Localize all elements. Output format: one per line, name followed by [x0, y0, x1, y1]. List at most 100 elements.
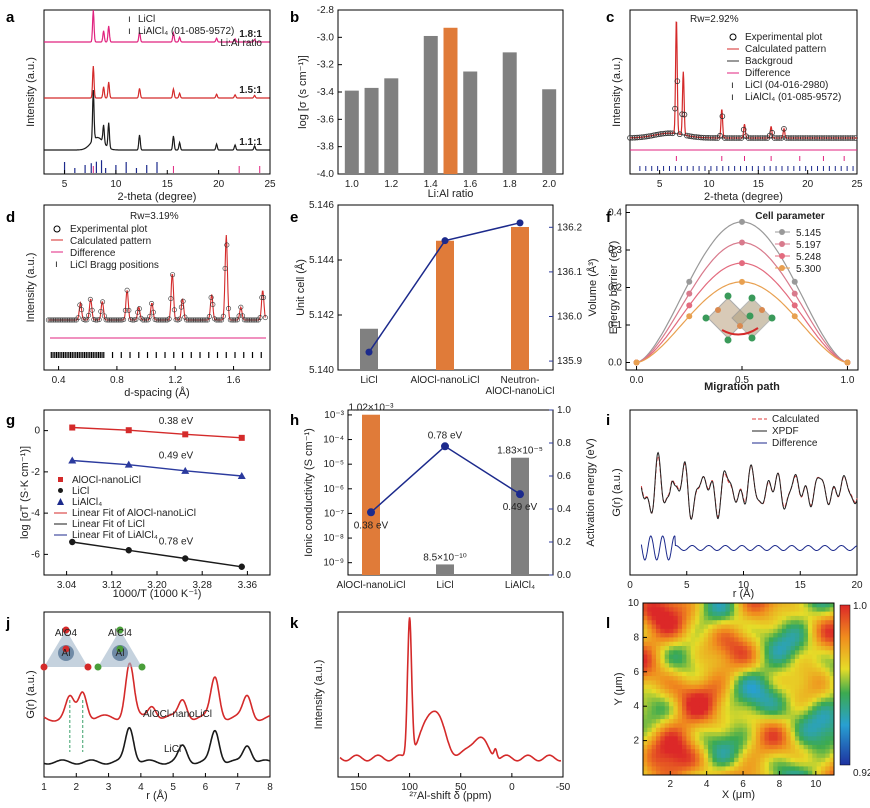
experimental-point	[180, 298, 186, 304]
bar-1.6	[463, 71, 478, 174]
legend-marker	[779, 265, 785, 271]
data-point	[237, 472, 246, 479]
ytick-label: 4	[633, 701, 639, 712]
experimental-point	[240, 313, 246, 319]
activation-energy-label: 0.78 eV	[159, 536, 194, 547]
panel-label-a: a	[6, 9, 15, 26]
experimental-point	[241, 317, 247, 323]
panel-j-frame	[43, 611, 271, 778]
experimental-point	[738, 135, 745, 141]
experimental-point	[63, 317, 69, 323]
volume-point	[516, 219, 524, 227]
legend-item: Backgroud	[745, 56, 793, 67]
series-point	[791, 313, 798, 320]
legend-item: LiCl	[138, 14, 155, 25]
experimental-point	[234, 317, 240, 323]
legend-item: LiAlCl₄ (01-085-9572)	[745, 92, 841, 103]
series-point	[844, 359, 851, 366]
y-axis-label: log [σ (s cm⁻¹)]	[297, 55, 309, 129]
legend-item: LiCl (04-016-2980)	[745, 80, 828, 91]
legend-marker: ı	[55, 259, 58, 270]
panel-label-b: b	[290, 9, 299, 26]
bar-AlOCl-nanoLiCl	[362, 414, 380, 575]
series-point	[791, 302, 798, 309]
bar-1.5	[443, 27, 458, 175]
series-point	[686, 278, 693, 285]
colorbar-min-label: 0.92	[853, 768, 870, 779]
legend-marker: ı	[731, 92, 734, 103]
legend-item: Experimental plot	[70, 224, 147, 235]
panel-g-xtick-label: 3.28	[192, 580, 212, 591]
panel-k-xtick-label: 100	[401, 782, 418, 793]
ytick-label: 0	[34, 426, 40, 437]
xtick-label: 1.6	[463, 179, 477, 190]
legend-marker: ı	[128, 14, 131, 25]
experimental-point	[222, 265, 228, 271]
series-point	[739, 260, 745, 267]
panel-k-frame	[337, 611, 564, 778]
ytick-label: 0.3	[608, 245, 622, 256]
experimental-point	[124, 287, 130, 293]
experimental-point	[213, 317, 219, 323]
y-axis-label: Ionic conductivity (S cm⁻¹)	[303, 428, 315, 557]
experimental-point	[194, 317, 200, 323]
ytick-label: 10	[628, 598, 640, 609]
series-point	[739, 278, 745, 285]
experimental-point	[79, 307, 85, 313]
series-point	[739, 218, 745, 225]
experimental-point	[45, 317, 51, 323]
data-point	[68, 456, 77, 464]
experimental-point	[257, 315, 263, 321]
legend-title: Li:Al ratio	[220, 38, 262, 49]
series-point	[686, 302, 693, 309]
activation-energy-label: 0.49 eV	[159, 451, 194, 462]
bar-value-label: 1.83×10⁻⁵	[497, 446, 543, 457]
series-label: AlOCl-nanoLiCl	[143, 709, 212, 720]
experimental-point	[86, 312, 92, 318]
xtick-label: AlOCl-nanoLiCl	[337, 580, 406, 591]
ytick-label: 8	[633, 632, 639, 643]
experimental-point	[262, 315, 268, 321]
panel-j-xtick-label: 3	[106, 782, 112, 793]
experimental-point	[156, 317, 162, 323]
series-line-LiCl	[43, 726, 271, 765]
experimental-point	[70, 317, 76, 323]
activation-energy-label: 0.38 eV	[354, 520, 389, 531]
experimental-point	[59, 317, 65, 323]
experimental-point	[54, 317, 60, 323]
panel-g-xtick-label: 3.36	[238, 580, 258, 591]
panel-c-xtick-label: 5	[657, 179, 663, 190]
experimental-point	[108, 317, 114, 323]
experimental-point	[210, 302, 216, 308]
panel-label-e: e	[290, 209, 298, 226]
data-point	[238, 563, 245, 570]
ytick-label: -3.0	[317, 32, 335, 43]
ytick-label: 5.140	[309, 365, 334, 376]
xtick-label: LiCl	[360, 375, 377, 386]
series-line-1.5:1	[44, 65, 270, 99]
y-axis-label: Intensity (a.u.)	[25, 253, 37, 323]
y2tick-label: 135.9	[557, 356, 582, 367]
experimental-point	[122, 307, 128, 313]
experimental-point	[679, 111, 685, 117]
experimental-point	[157, 317, 163, 323]
legend-marker	[779, 229, 785, 235]
experimental-point	[187, 317, 193, 323]
experimental-point	[184, 317, 190, 323]
activation-energy-point	[516, 490, 524, 499]
xtick-label: LiCl	[436, 580, 453, 591]
experimental-point	[84, 317, 90, 323]
structure-label: AlO4	[55, 628, 78, 639]
experimental-point	[58, 317, 64, 323]
experimental-point	[852, 135, 858, 141]
data-point	[125, 547, 132, 554]
ytick-label: -3.8	[317, 142, 335, 153]
panel-j-xtick-label: 2	[74, 782, 80, 793]
experimental-point	[154, 317, 160, 323]
legend-item: Difference	[772, 438, 818, 449]
x-axis-label: r (Å)	[146, 789, 167, 802]
xpdf-line	[640, 451, 858, 520]
activation-energy-label: 0.38 eV	[159, 416, 194, 427]
y2tick-label: 136.1	[557, 267, 582, 278]
